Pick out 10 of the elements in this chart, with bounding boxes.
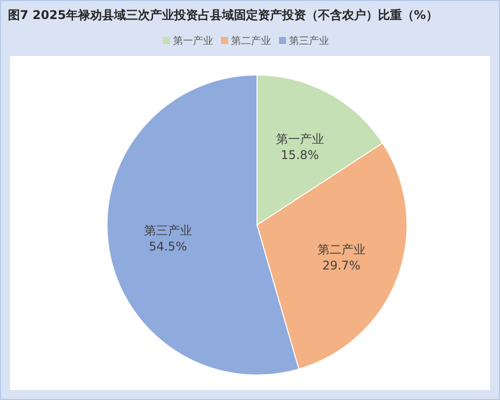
data-label: 54.5% bbox=[148, 240, 187, 254]
slice-label: 第三产业 bbox=[144, 224, 192, 238]
slice-label: 第一产业 bbox=[276, 132, 324, 146]
legend-label: 第二产业 bbox=[231, 35, 271, 47]
legend-label: 第一产业 bbox=[173, 35, 213, 47]
legend-label: 第三产业 bbox=[289, 35, 329, 47]
chart-title: 图7 2025年禄劝县域三次产业投资占县域固定资产投资（不含农户）比重（%） bbox=[8, 8, 438, 22]
data-label: 29.7% bbox=[322, 258, 360, 272]
data-label: 15.8% bbox=[280, 148, 319, 162]
slice-label: 第二产业 bbox=[317, 242, 366, 256]
